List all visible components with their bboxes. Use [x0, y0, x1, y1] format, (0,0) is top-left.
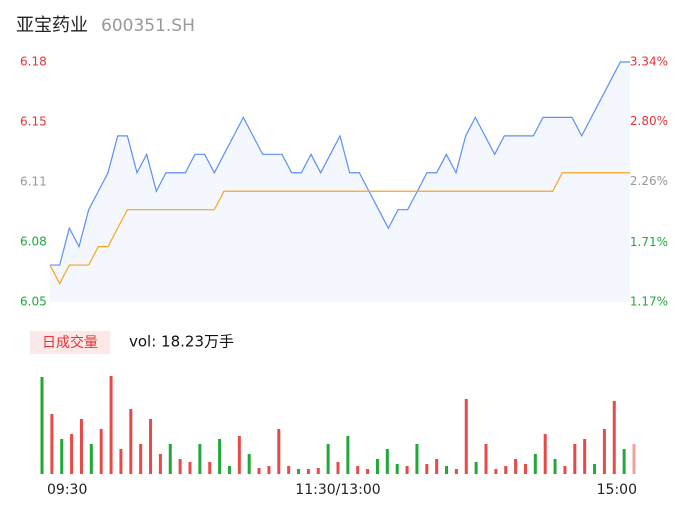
volume-bar	[445, 466, 449, 474]
volume-badge	[30, 331, 110, 354]
volume-bar	[356, 466, 360, 474]
volume-bar	[297, 469, 301, 474]
y-tick-label: 6.18	[20, 55, 47, 69]
volume-bar	[109, 376, 113, 474]
volume-bar	[523, 464, 527, 474]
volume-bar	[395, 464, 399, 474]
volume-bar	[218, 439, 222, 474]
volume-bar	[375, 459, 379, 474]
volume-bar	[425, 464, 429, 474]
volume-bar	[79, 419, 83, 474]
volume-bar	[129, 409, 133, 474]
volume-bar	[70, 434, 74, 474]
volume-bar	[563, 466, 567, 474]
volume-title: 日成交量	[42, 334, 98, 351]
volume-bar	[484, 444, 488, 474]
y-tick-label: 6.11	[20, 175, 47, 189]
volume-bar	[543, 434, 547, 474]
volume-bar	[632, 444, 636, 474]
volume-bar	[366, 469, 370, 474]
volume-total: vol: 18.23万手	[129, 333, 234, 351]
x-tick-label: 15:00	[597, 482, 637, 498]
volume-bar	[178, 459, 182, 474]
volume-bar	[602, 429, 606, 474]
x-tick-label: 09:30	[47, 482, 87, 498]
volume-bar	[504, 466, 508, 474]
price-area	[50, 62, 630, 302]
volume-bar	[405, 466, 409, 474]
volume-bar	[208, 462, 212, 474]
volume-bar	[514, 459, 518, 474]
volume-bar	[583, 439, 587, 474]
volume-bar	[612, 401, 616, 474]
volume-bar	[533, 454, 537, 474]
volume-bar	[188, 462, 192, 474]
volume-bar	[474, 462, 478, 474]
y-tick-label: 6.15	[20, 115, 47, 129]
volume-bar	[237, 436, 241, 474]
volume-bar	[50, 414, 54, 474]
volume-bar	[336, 462, 340, 474]
volume-bar	[415, 444, 419, 474]
y2-tick-label: 3.34%	[630, 55, 668, 69]
volume-bar	[573, 444, 577, 474]
stock-code: 600351.SH	[101, 16, 195, 36]
volume-bar	[306, 469, 310, 474]
volume-bar	[149, 419, 153, 474]
volume-bar	[60, 439, 64, 474]
volume-bar	[385, 449, 389, 474]
y2-tick-label: 2.26%	[630, 174, 668, 188]
volume-bar	[227, 466, 231, 474]
volume-bar	[267, 466, 271, 474]
y-tick-label: 6.08	[20, 235, 47, 249]
volume-bar	[593, 464, 597, 474]
volume-bar	[158, 454, 162, 474]
y2-tick-label: 1.71%	[630, 235, 668, 249]
volume-bar	[257, 468, 261, 474]
volume-bar	[326, 444, 330, 474]
volume-bar	[89, 444, 93, 474]
volume-bar	[622, 449, 626, 474]
volume-bar	[553, 459, 557, 474]
volume-bar	[435, 459, 439, 474]
volume-bar	[139, 444, 143, 474]
volume-bar	[99, 429, 103, 474]
average-line	[49, 172, 630, 285]
volume-bar	[40, 377, 44, 474]
volume-bar	[464, 399, 468, 474]
volume-bar	[277, 429, 281, 474]
volume-bar	[494, 469, 498, 474]
volume-bar	[247, 454, 251, 474]
volume-bar	[346, 436, 350, 474]
x-tick-label: 11:30/13:00	[295, 482, 380, 498]
volume-bar	[454, 469, 458, 474]
y2-tick-label: 1.17%	[630, 295, 668, 309]
y2-tick-label: 2.80%	[630, 114, 668, 128]
price-line	[50, 61, 630, 266]
volume-bar	[287, 466, 291, 474]
volume-bar	[119, 449, 123, 474]
volume-bar	[316, 468, 320, 474]
volume-bar	[168, 444, 172, 474]
y-tick-label: 6.05	[20, 295, 47, 309]
stock-name: 亚宝药业	[16, 15, 88, 36]
volume-bar	[198, 444, 202, 474]
